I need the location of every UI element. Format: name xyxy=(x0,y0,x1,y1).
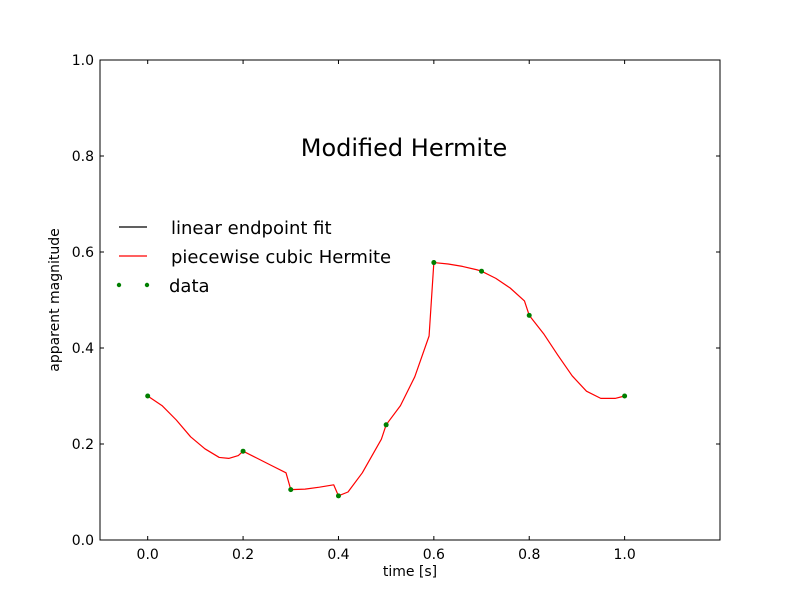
legend-label: linear endpoint fit xyxy=(171,218,332,239)
series-line-hermite xyxy=(147,261,625,497)
y-tick-label: 0.4 xyxy=(72,341,94,357)
plot-area: 0.0 0.2 0.4 0.6 0.8 1.0 0.0 0.2 0.4 0.6 0.8 1.0 xyxy=(72,53,721,563)
x-tick-label: 1.0 xyxy=(613,547,635,563)
ticks: 0.0 0.2 0.4 0.6 0.8 1.0 0.0 0.2 0.4 0.6 0.8 1.0 xyxy=(72,53,720,563)
data-point xyxy=(383,422,389,428)
data-point xyxy=(145,393,151,399)
legend-marker xyxy=(144,282,150,288)
data-point xyxy=(526,312,532,318)
x-tick-label: 0.2 xyxy=(232,547,254,563)
x-tick-label: 0.4 xyxy=(327,547,349,563)
legend: linear endpoint fit piecewise cubic Hermi… xyxy=(116,218,391,297)
y-tick-label: 0.2 xyxy=(72,437,94,453)
data-point xyxy=(479,268,485,274)
y-tick-label: 0.8 xyxy=(72,149,94,165)
x-axis-label: time [s] xyxy=(383,564,437,580)
data-point xyxy=(240,448,246,454)
data-point xyxy=(288,487,294,493)
data-point xyxy=(335,493,341,499)
axes-frame xyxy=(99,59,721,541)
x-tick-label: 0.8 xyxy=(518,547,540,563)
y-tick-label: 0.0 xyxy=(72,533,94,549)
y-tick-label: 1.0 xyxy=(72,53,94,69)
x-tick-label: 0.6 xyxy=(423,547,445,563)
data-point xyxy=(431,260,437,266)
chart-title: Modified Hermite xyxy=(301,134,508,162)
legend-label: data xyxy=(169,276,210,297)
x-tick-label: 0.0 xyxy=(137,547,159,563)
y-axis-label: apparent magnitude xyxy=(47,228,63,372)
legend-label: piecewise cubic Hermite xyxy=(171,247,391,268)
series-layer xyxy=(145,260,628,499)
legend-marker xyxy=(116,282,122,288)
data-point xyxy=(622,393,628,399)
y-tick-label: 0.6 xyxy=(72,245,94,261)
